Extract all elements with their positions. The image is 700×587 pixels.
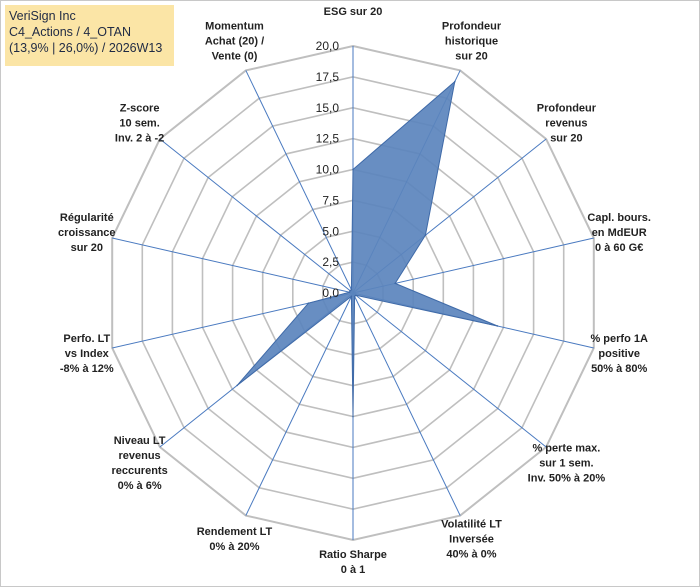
series-point: [352, 415, 354, 418]
tick-label: 20,0: [316, 39, 340, 53]
axis-label: % perte max. sur 1 sem. Inv. 50% à 20%: [528, 443, 606, 485]
title-company: VeriSign Inc: [9, 9, 76, 23]
axis-spoke: [352, 292, 461, 516]
axis-label: Profondeur revenus sur 20: [537, 102, 597, 144]
series-point: [394, 282, 396, 285]
tick-label: 2,5: [322, 255, 339, 269]
series-point: [350, 288, 353, 291]
tick-label: 7,5: [322, 193, 339, 207]
series-point: [352, 168, 354, 171]
series-area: [236, 80, 498, 417]
chart-title-box: VeriSign Inc C4_Actions / 4_OTAN (13,9% …: [5, 5, 174, 66]
tick-label: 12,5: [316, 132, 340, 146]
series-point: [353, 295, 356, 298]
series-point: [349, 289, 351, 292]
series-point: [348, 291, 351, 293]
series-point: [307, 302, 310, 304]
series-point: [355, 294, 357, 297]
title-portfolio: C4_Actions / 4_OTAN: [9, 25, 132, 39]
axis-label: Ratio Sharpe 0 à 1: [319, 549, 387, 576]
axis-spoke: [112, 237, 354, 294]
axis-label: Momentum Achat (20) / Vente (0): [205, 21, 264, 63]
tick-label: 10,0: [316, 163, 340, 177]
series-point: [424, 234, 427, 237]
radar-series: [236, 80, 499, 418]
axis-spoke: [352, 292, 547, 448]
axis-label: Capl. bours. en MdEUR 0 à 60 G€: [587, 212, 651, 254]
axis-label: Perfo. LT vs Index -8% à 12%: [60, 333, 114, 375]
series-point: [236, 384, 238, 387]
axis-label: Rendement LT 0% à 20%: [197, 526, 273, 553]
series-point: [454, 80, 456, 83]
axis-label: NoteESG sur 20: [324, 0, 383, 18]
tick-label: 17,5: [316, 70, 340, 84]
axis-label: Z-score 10 sem. Inv. 2 à -2: [115, 102, 164, 144]
axis-spoke: [245, 292, 354, 516]
axis-spoke: [245, 70, 354, 294]
axis-spoke: [159, 138, 354, 294]
axis-label: Profondeur historique sur 20: [442, 21, 502, 63]
tick-label: 5,0: [322, 224, 339, 238]
series-point: [496, 325, 499, 327]
axis-label: % perfo 1A positive 50% à 80%: [590, 333, 648, 375]
axis-label: Régularité croissance sur 20: [58, 212, 115, 254]
radar-tick-labels: 0,0 2,5 5,0 7,5 10,0 12,5 15,0 17,5 20,0: [316, 39, 340, 300]
tick-label: 0,0: [322, 286, 339, 300]
axis-label: Volatilité LT Inversée 40% à 0%: [441, 519, 502, 561]
series-point: [350, 295, 353, 298]
title-stats: (13,9% | 26,0%) / 2026W13: [9, 41, 163, 55]
tick-label: 15,0: [316, 101, 340, 115]
axis-label: Niveau LT revenus reccurents 0% à 6%: [111, 435, 167, 492]
